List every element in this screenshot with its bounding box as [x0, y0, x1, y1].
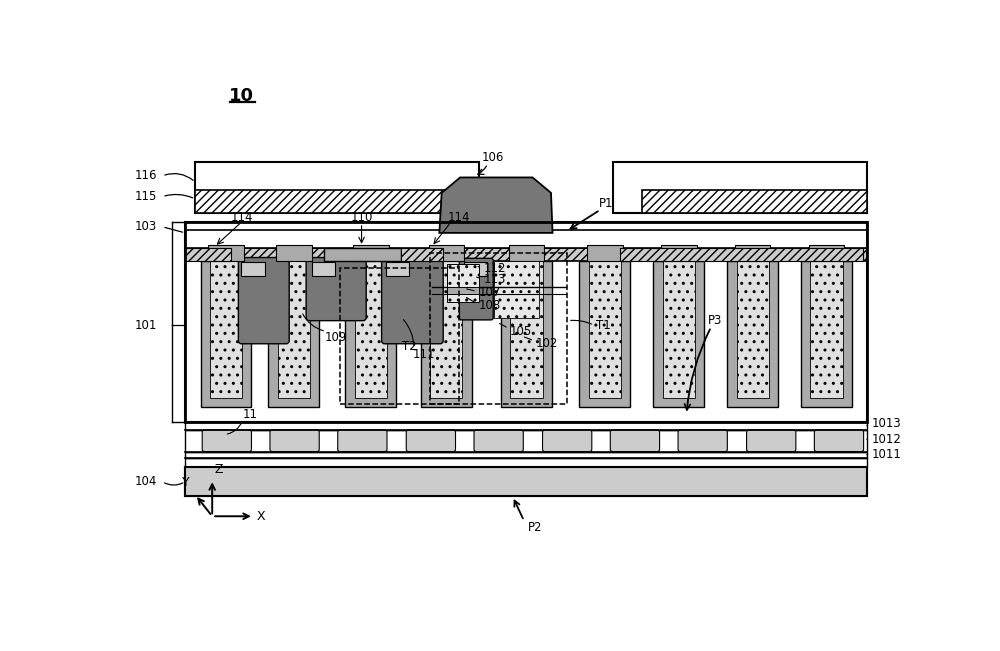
Bar: [809, 245, 844, 260]
Text: 115: 115: [134, 190, 157, 203]
Bar: [201, 260, 251, 407]
Text: 101: 101: [134, 319, 157, 332]
Bar: [185, 430, 867, 452]
Bar: [620, 248, 863, 260]
Bar: [185, 230, 867, 248]
Text: 113: 113: [483, 273, 506, 286]
Text: 110: 110: [350, 211, 373, 224]
Text: T1: T1: [596, 319, 610, 332]
Bar: [429, 245, 464, 260]
Bar: [801, 260, 852, 407]
Bar: [210, 258, 242, 398]
Text: 109: 109: [325, 331, 347, 344]
Bar: [345, 260, 396, 407]
Bar: [185, 222, 867, 422]
Bar: [447, 287, 479, 294]
Bar: [663, 258, 695, 398]
Text: 106: 106: [482, 151, 504, 164]
FancyBboxPatch shape: [678, 430, 727, 452]
FancyBboxPatch shape: [306, 258, 366, 321]
Bar: [737, 258, 769, 398]
Bar: [464, 262, 487, 276]
Bar: [353, 245, 389, 260]
FancyBboxPatch shape: [610, 430, 660, 452]
Bar: [653, 260, 704, 407]
Bar: [312, 262, 335, 276]
Bar: [661, 245, 697, 260]
Bar: [195, 190, 449, 213]
Bar: [185, 467, 867, 496]
Bar: [430, 258, 462, 398]
Bar: [727, 260, 778, 407]
Bar: [447, 264, 479, 302]
Text: 1012: 1012: [871, 433, 901, 446]
Text: 1013: 1013: [871, 417, 901, 430]
Bar: [276, 245, 312, 260]
Bar: [324, 248, 401, 260]
Text: Y: Y: [182, 475, 190, 488]
Text: X: X: [257, 510, 265, 523]
Text: 107: 107: [479, 286, 501, 299]
Bar: [185, 467, 867, 496]
Text: 104: 104: [134, 475, 157, 488]
Bar: [386, 262, 409, 276]
Bar: [185, 422, 867, 430]
Bar: [430, 253, 567, 404]
Polygon shape: [439, 178, 553, 233]
Bar: [340, 268, 459, 404]
Bar: [642, 190, 867, 213]
Bar: [185, 222, 867, 422]
Text: 112: 112: [483, 262, 506, 275]
Bar: [185, 458, 867, 467]
Bar: [421, 260, 472, 407]
Bar: [208, 245, 244, 260]
Text: T2: T2: [402, 340, 416, 353]
Text: 116: 116: [134, 169, 157, 182]
Text: 10: 10: [229, 87, 254, 105]
Bar: [185, 452, 867, 458]
Bar: [355, 258, 387, 398]
FancyBboxPatch shape: [406, 430, 456, 452]
Text: 11: 11: [243, 408, 258, 421]
Bar: [195, 162, 479, 213]
FancyBboxPatch shape: [474, 430, 523, 452]
Bar: [509, 245, 544, 260]
Text: 108: 108: [479, 299, 501, 312]
Bar: [268, 260, 319, 407]
FancyBboxPatch shape: [543, 430, 592, 452]
Bar: [613, 162, 867, 213]
Bar: [510, 258, 543, 398]
FancyBboxPatch shape: [338, 430, 387, 452]
Bar: [589, 258, 621, 398]
Bar: [278, 258, 310, 398]
Text: 114: 114: [447, 211, 470, 224]
FancyBboxPatch shape: [814, 430, 864, 452]
Bar: [501, 260, 552, 407]
Text: 111: 111: [412, 348, 435, 361]
FancyBboxPatch shape: [382, 258, 443, 344]
Bar: [241, 262, 265, 276]
Bar: [579, 260, 630, 407]
Text: 102: 102: [536, 337, 558, 350]
Bar: [185, 248, 231, 260]
Text: P3: P3: [708, 314, 722, 327]
Bar: [587, 245, 623, 260]
Text: 114: 114: [230, 211, 253, 224]
Bar: [735, 245, 770, 260]
FancyBboxPatch shape: [238, 258, 289, 344]
Bar: [494, 260, 539, 318]
FancyBboxPatch shape: [459, 258, 493, 320]
Bar: [810, 258, 843, 398]
Text: 1011: 1011: [871, 448, 901, 461]
Text: 103: 103: [135, 220, 157, 233]
Text: 105: 105: [509, 325, 532, 338]
Text: P1: P1: [599, 197, 613, 210]
Text: P2: P2: [528, 521, 542, 534]
Text: Z: Z: [215, 464, 223, 477]
Bar: [185, 248, 867, 260]
Bar: [401, 248, 443, 260]
FancyBboxPatch shape: [270, 430, 319, 452]
FancyBboxPatch shape: [202, 430, 251, 452]
FancyBboxPatch shape: [747, 430, 796, 452]
